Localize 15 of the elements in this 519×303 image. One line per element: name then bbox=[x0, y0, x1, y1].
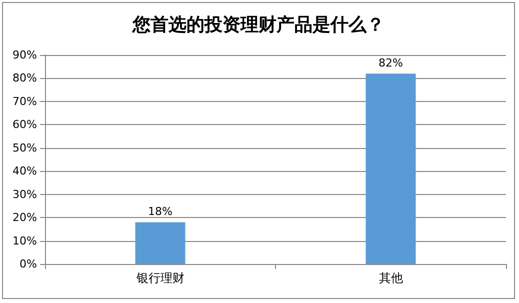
y-tick-label: 20% bbox=[12, 211, 37, 224]
x-tick-label: 银行理财 bbox=[135, 271, 184, 285]
y-tick-label: 90% bbox=[12, 48, 37, 62]
y-tick-label: 30% bbox=[12, 188, 37, 201]
y-tick-label: 10% bbox=[12, 234, 37, 248]
x-tick-label: 其他 bbox=[378, 271, 403, 285]
data-label: 82% bbox=[378, 56, 403, 70]
y-tick-label: 0% bbox=[20, 258, 37, 270]
y-tick-label: 80% bbox=[12, 72, 37, 85]
data-label: 18% bbox=[148, 205, 172, 218]
y-tick-label: 40% bbox=[12, 164, 37, 178]
y-tick-label: 60% bbox=[12, 118, 37, 132]
y-tick-label: 70% bbox=[12, 94, 37, 108]
chart-title: 您首选的投资理财产品是什么？ bbox=[132, 14, 384, 36]
y-tick-label: 50% bbox=[12, 141, 37, 154]
